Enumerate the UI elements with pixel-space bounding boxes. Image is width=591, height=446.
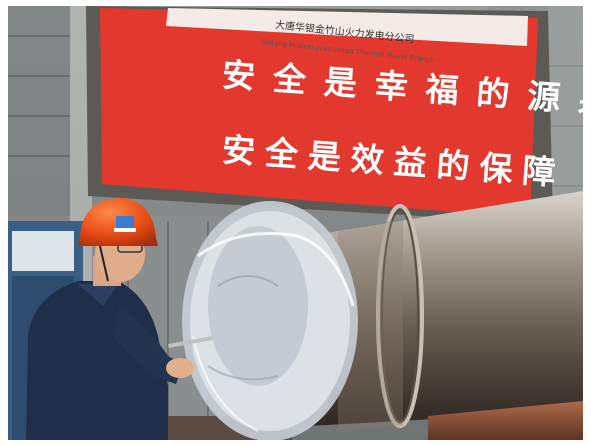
banner-text-area: 大唐华银金竹山火力发电分公司 Datang Huayin Jinzhushan … bbox=[94, 8, 583, 217]
support-roller bbox=[428, 401, 583, 440]
plastic-wrapped-flange bbox=[182, 201, 358, 440]
banner-slogan-1: 安全是幸福的源泉 bbox=[220, 54, 583, 123]
worker bbox=[26, 198, 214, 440]
red-banner bbox=[100, 8, 538, 218]
photo-scene: 大唐华银金竹山火力发电分公司 Datang Huayin Jinzhushan … bbox=[8, 6, 583, 440]
factory-background bbox=[8, 6, 583, 440]
banner-slogan-2: 安全是效益的保障 bbox=[220, 129, 567, 193]
